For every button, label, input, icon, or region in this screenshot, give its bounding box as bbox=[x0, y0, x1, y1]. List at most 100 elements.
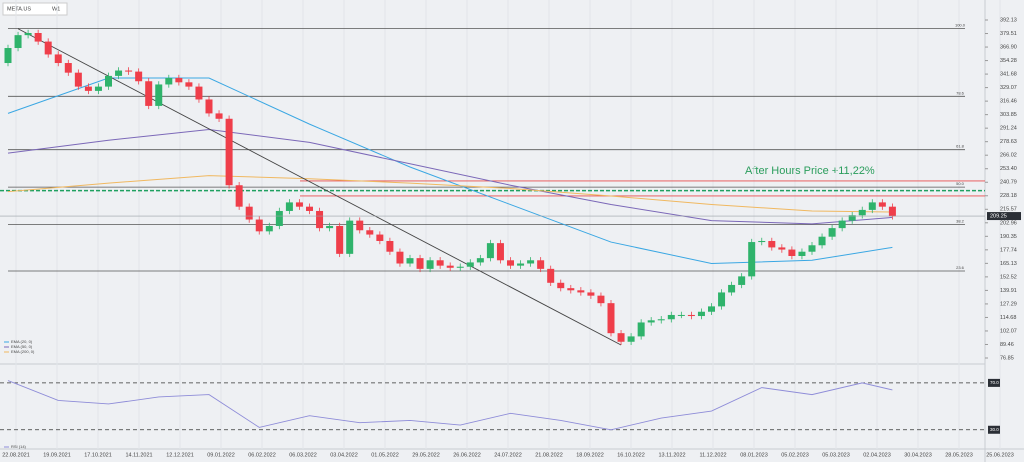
candle-body bbox=[406, 258, 414, 264]
x-tick-label: 21.08.2022 bbox=[535, 452, 563, 458]
candle-body bbox=[476, 258, 484, 263]
candle-body bbox=[74, 72, 82, 87]
candle-body bbox=[245, 206, 253, 220]
candle-body bbox=[94, 86, 102, 91]
candle-body bbox=[125, 70, 133, 72]
y-tick-label: 152.52 bbox=[1000, 274, 1017, 280]
candle-body bbox=[346, 220, 354, 254]
y-tick-label: 316.46 bbox=[1000, 99, 1017, 105]
x-tick-label: 14.11.2021 bbox=[125, 452, 152, 458]
candle-body bbox=[396, 251, 404, 264]
y-tick-label: 392.13 bbox=[1000, 17, 1017, 23]
candle-body bbox=[788, 249, 796, 256]
candle-body bbox=[54, 54, 62, 64]
x-tick-label: 03.04.2022 bbox=[330, 452, 358, 458]
symbol-box[interactable] bbox=[2, 2, 68, 16]
rsi-level-box bbox=[988, 378, 1000, 387]
candle-body bbox=[848, 215, 856, 221]
x-tick-label: 13.11.2022 bbox=[658, 452, 685, 458]
last-price-label: 209.25 bbox=[990, 214, 1007, 220]
annotation: After Hours Price +11,22% bbox=[745, 165, 875, 177]
y-tick-label: 190.35 bbox=[1000, 234, 1017, 240]
candle-body bbox=[326, 225, 334, 229]
candle-body bbox=[738, 276, 746, 285]
candle-body bbox=[205, 99, 213, 114]
candle-body bbox=[255, 219, 263, 232]
y-tick-label: 102.07 bbox=[1000, 328, 1017, 334]
x-tick-label: 17.10.2021 bbox=[84, 452, 112, 458]
trendline bbox=[17, 28, 622, 346]
candle-body bbox=[306, 206, 313, 211]
symbol: META.US bbox=[7, 6, 31, 12]
candle-body bbox=[808, 245, 816, 252]
candle-body bbox=[386, 240, 394, 252]
candle-body bbox=[155, 84, 163, 106]
last-price-box bbox=[987, 212, 1021, 221]
x-tick-label: 06.02.2022 bbox=[248, 452, 276, 458]
y-tick-label: 127.29 bbox=[1000, 301, 1017, 307]
candle-body bbox=[758, 240, 766, 243]
candle-body bbox=[175, 78, 183, 83]
candle-body bbox=[878, 202, 886, 207]
rsi-level-box bbox=[988, 425, 1000, 434]
legend-label: EMA (20, 0) bbox=[11, 339, 33, 344]
candle-body bbox=[496, 243, 504, 261]
fib-label: 23.6 bbox=[956, 265, 965, 270]
candle-body bbox=[366, 230, 374, 235]
y-tick-label: 240.79 bbox=[1000, 180, 1017, 186]
candle-body bbox=[336, 225, 344, 254]
candle-body bbox=[858, 209, 866, 216]
candle-body bbox=[295, 202, 303, 207]
candle-body bbox=[637, 322, 645, 337]
candle-body bbox=[657, 319, 665, 321]
candle-body bbox=[778, 247, 786, 250]
candle-body bbox=[818, 236, 826, 246]
candle-body bbox=[265, 225, 273, 232]
y-tick-label: 329.07 bbox=[1000, 85, 1017, 91]
candle-body bbox=[456, 266, 464, 268]
candle-body bbox=[798, 251, 806, 256]
candle-body bbox=[557, 282, 565, 289]
y-tick-label: 278.63 bbox=[1000, 139, 1017, 145]
candle-body bbox=[838, 220, 846, 229]
y-tick-label: 228.18 bbox=[1000, 193, 1017, 199]
timeframe[interactable]: W1 bbox=[52, 6, 60, 12]
candle-body bbox=[416, 258, 424, 269]
x-tick-label: 12.12.2021 bbox=[166, 452, 194, 458]
candle-body bbox=[617, 333, 625, 342]
candle-body bbox=[64, 63, 72, 73]
y-tick-label: 341.68 bbox=[1000, 72, 1017, 78]
fib-label: 78.6 bbox=[956, 90, 965, 95]
candle-body bbox=[888, 206, 896, 217]
y-tick-label: 303.85 bbox=[1000, 112, 1017, 118]
x-tick-label: 24.07.2022 bbox=[494, 452, 522, 458]
y-tick-label: 253.40 bbox=[1000, 166, 1017, 172]
rsi-level-label: 30.0 bbox=[990, 427, 999, 432]
candle-body bbox=[627, 336, 635, 342]
candle-body bbox=[708, 306, 715, 312]
y-tick-label: 165.13 bbox=[1000, 261, 1017, 267]
legend-label: EMA (200, 0) bbox=[11, 349, 35, 354]
y-tick-label: 215.57 bbox=[1000, 207, 1017, 213]
candle-body bbox=[547, 268, 555, 283]
y-tick-label: 89.46 bbox=[1000, 342, 1014, 348]
candle-body bbox=[44, 41, 52, 55]
candle-body bbox=[587, 292, 595, 296]
x-tick-label: 26.06.2022 bbox=[453, 452, 481, 458]
legend-label: RSI (14) bbox=[11, 444, 27, 449]
fib-label: 100.0 bbox=[955, 22, 966, 27]
candle-body bbox=[748, 242, 756, 277]
x-tick-label: 25.06.2023 bbox=[986, 452, 1014, 458]
candle-body bbox=[567, 288, 575, 291]
fib-label: 61.8 bbox=[956, 144, 965, 149]
candle-body bbox=[105, 75, 112, 87]
candle-body bbox=[34, 33, 42, 42]
candle-body bbox=[24, 33, 32, 36]
candle-body bbox=[446, 265, 454, 268]
candle-body bbox=[607, 303, 615, 334]
y-tick-label: 291.24 bbox=[1000, 126, 1017, 132]
candle-body bbox=[647, 320, 655, 323]
